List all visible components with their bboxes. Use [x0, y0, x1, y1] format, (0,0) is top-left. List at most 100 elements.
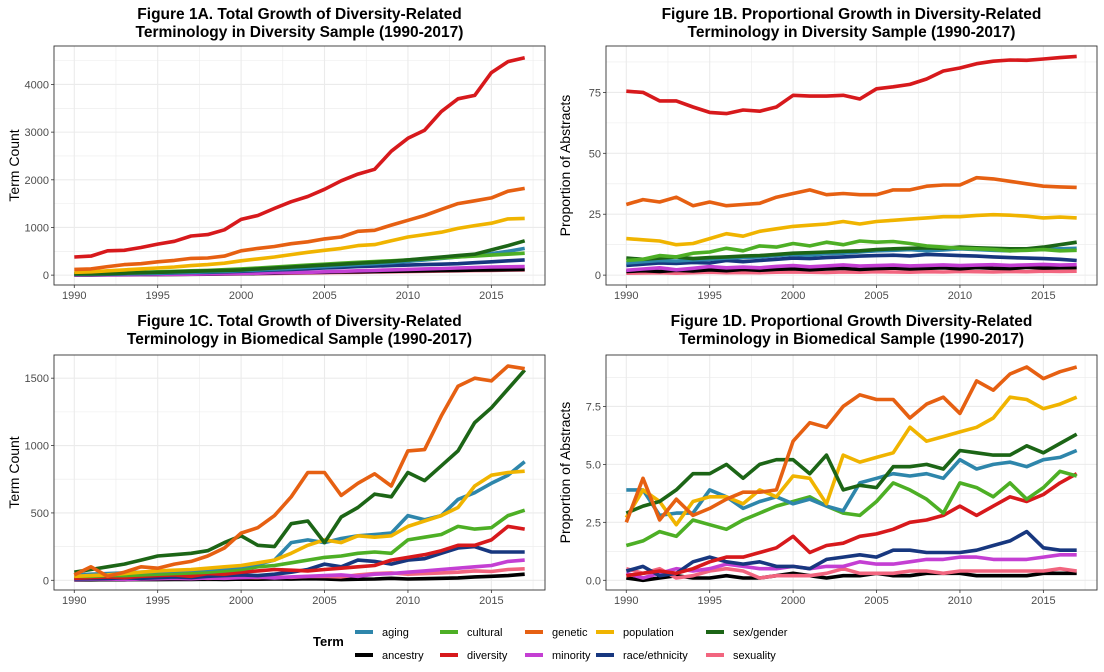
- x-tick-label: 1995: [697, 290, 721, 302]
- x-tick-label: 2015: [479, 595, 503, 607]
- panel-title: Figure 1C. Total Growth of Diversity-Rel…: [137, 313, 461, 330]
- panel-title: Terminology in Biomedical Sample (1990-2…: [127, 331, 472, 348]
- series-line-aging: [626, 448, 1078, 518]
- legend-title: Term: [313, 634, 344, 649]
- series-line-diversity: [626, 54, 1077, 116]
- x-tick-label: 1995: [697, 595, 721, 607]
- series-line-sex-gender: [625, 432, 1078, 515]
- series-line-cultural: [626, 239, 1077, 263]
- y-axis-title: Term Count: [6, 129, 22, 201]
- legend-label: cultural: [467, 627, 502, 639]
- x-tick-label: 2005: [312, 290, 336, 302]
- series-line-population: [626, 212, 1077, 247]
- legend-label: aging: [382, 627, 409, 639]
- x-tick-label: 2015: [1031, 290, 1055, 302]
- x-tick-label: 2000: [229, 290, 253, 302]
- plot-area: [54, 355, 545, 590]
- panel-title: Terminology in Biomedical Sample (1990-2…: [679, 331, 1024, 348]
- x-tick-label: 2000: [781, 290, 805, 302]
- series-line-ancestry: [626, 571, 1077, 583]
- y-tick-label: 75: [589, 87, 601, 99]
- x-tick-label: 1990: [62, 290, 86, 302]
- y-tick-label: 50: [589, 148, 601, 160]
- series-line-sex-gender: [74, 368, 527, 574]
- panel-title: Figure 1A. Total Growth of Diversity-Rel…: [137, 6, 461, 23]
- y-tick-label: 0: [43, 270, 49, 282]
- legend-item-population: population: [596, 627, 674, 639]
- legend-item-race-ethnicity: race/ethnicity: [596, 650, 688, 662]
- series-line-minority: [625, 552, 1077, 580]
- y-tick-label: 500: [31, 508, 49, 520]
- series-line-genetic: [73, 364, 525, 579]
- y-tick-label: 7.5: [586, 401, 601, 413]
- x-tick-label: 2005: [864, 290, 888, 302]
- x-tick-label: 2010: [948, 595, 972, 607]
- plot-area: [54, 46, 545, 285]
- series-line-population: [74, 469, 525, 579]
- legend-label: minority: [552, 650, 591, 662]
- y-tick-label: 5.0: [586, 459, 601, 471]
- panel-border: [53, 354, 546, 591]
- legend-label: race/ethnicity: [623, 650, 688, 662]
- y-tick-label: 4000: [25, 79, 49, 91]
- series-line-diversity: [74, 56, 526, 259]
- legend-item-minority: minority: [525, 650, 591, 662]
- x-tick-label: 2005: [864, 595, 888, 607]
- x-tick-label: 2015: [479, 290, 503, 302]
- panel-title: Figure 1B. Proportional Growth in Divers…: [662, 6, 1042, 23]
- series-line-sex-gender: [74, 239, 526, 276]
- x-tick-label: 2000: [229, 595, 253, 607]
- y-tick-label: 0: [595, 270, 601, 282]
- series-line-sexuality: [626, 269, 1077, 276]
- panel-title: Figure 1D. Proportional Growth Diversity…: [671, 313, 1033, 330]
- panel-border: [53, 45, 546, 286]
- legend-label: population: [623, 627, 674, 639]
- y-tick-label: 1000: [25, 222, 49, 234]
- legend-item-aging: aging: [355, 627, 409, 639]
- plot-area: [606, 355, 1097, 590]
- series-line-population: [624, 395, 1078, 527]
- x-tick-label: 2000: [781, 595, 805, 607]
- y-tick-label: 25: [589, 209, 601, 221]
- series-line-race-ethnicity: [626, 252, 1077, 268]
- x-tick-label: 2010: [948, 290, 972, 302]
- legend-item-ancestry: ancestry: [355, 650, 424, 662]
- y-tick-label: 0: [43, 575, 49, 587]
- series-line-minority: [626, 262, 1077, 273]
- y-tick-label: 1000: [25, 441, 49, 453]
- panel-border: [605, 45, 1098, 286]
- legend-label: sexuality: [733, 650, 776, 662]
- y-tick-label: 1500: [25, 373, 49, 385]
- legend-label: genetic: [552, 627, 588, 639]
- series-line-population: [74, 216, 525, 275]
- series-line-ancestry: [626, 265, 1077, 274]
- legend-label: ancestry: [382, 650, 424, 662]
- panel-1c: 1990 1995 2000 2005 2010 2015 0 500 1000 1500 Figu…: [6, 313, 546, 607]
- series-line-race-ethnicity: [625, 529, 1077, 578]
- series-line-sexuality: [625, 566, 1077, 580]
- legend: Term aging ancestry cultural diversity geneti…: [313, 627, 788, 662]
- legend-item-sex-gender: sex/gender: [706, 627, 788, 639]
- x-tick-label: 1990: [614, 595, 638, 607]
- legend-item-cultural: cultural: [440, 627, 502, 639]
- panel-1b: 1990 1995 2000 2005 2010 2015 0 25 50 75 Figure 1B…: [557, 6, 1098, 302]
- panel-title: Terminology in Diversity Sample (1990-20…: [688, 24, 1016, 41]
- y-axis-title: Proportion of Abstracts: [557, 95, 573, 237]
- x-tick-label: 2005: [312, 595, 336, 607]
- series-line-genetic: [74, 186, 525, 272]
- series-line-diversity: [626, 472, 1078, 578]
- x-tick-label: 2010: [396, 595, 420, 607]
- series-line-cultural: [625, 469, 1078, 548]
- y-axis-title: Proportion of Abstracts: [557, 402, 573, 544]
- series-line-genetic: [625, 175, 1077, 208]
- x-tick-label: 1995: [145, 595, 169, 607]
- x-tick-label: 1995: [145, 290, 169, 302]
- x-tick-label: 2010: [396, 290, 420, 302]
- panel-1d: 1990 1995 2000 2005 2010 2015 0.0 2.5 5.0 7.5 Figu…: [557, 313, 1098, 607]
- legend-label: diversity: [467, 650, 508, 662]
- panel-border: [605, 354, 1098, 591]
- panel-title: Terminology in Diversity Sample (1990-20…: [136, 24, 464, 41]
- y-axis-title: Term Count: [6, 436, 22, 508]
- x-tick-label: 1990: [62, 595, 86, 607]
